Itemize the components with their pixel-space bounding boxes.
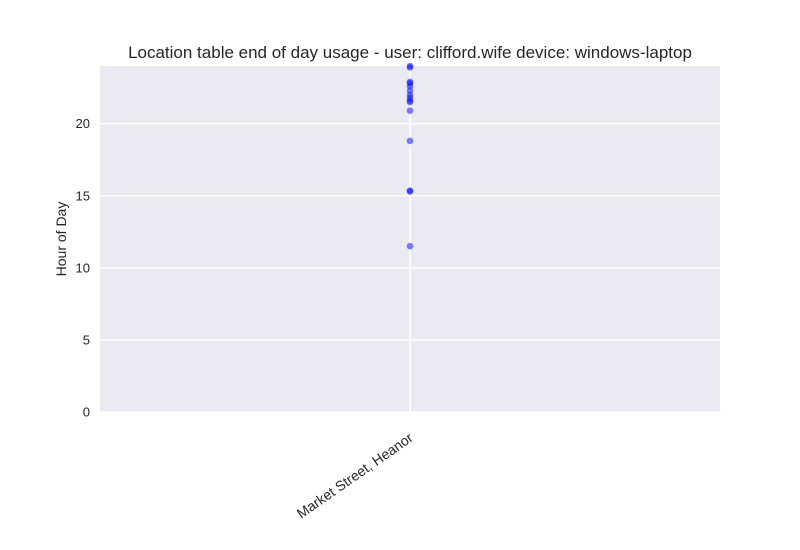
- data-point: [406, 187, 414, 195]
- y-axis-label: Hour of Day: [53, 202, 69, 277]
- data-point: [406, 78, 414, 86]
- x-category-label: Market Street, Heanor: [294, 429, 416, 521]
- y-tick-label: 5: [83, 332, 90, 347]
- data-point: [406, 242, 414, 250]
- data-point: [406, 62, 414, 70]
- x-category-labels: Market Street, Heanor: [294, 429, 416, 521]
- data-point: [406, 137, 414, 145]
- data-points: [406, 62, 414, 250]
- grid-lines: [100, 66, 720, 413]
- chart-title: Location table end of day usage - user: …: [128, 43, 692, 62]
- y-tick-label: 0: [83, 405, 90, 420]
- y-tick-label: 10: [76, 260, 90, 275]
- y-tick-label: 20: [76, 116, 90, 131]
- y-tick-label: 15: [76, 188, 90, 203]
- data-point: [406, 107, 414, 114]
- y-tick-labels: 0 5 10 15 20: [76, 116, 90, 419]
